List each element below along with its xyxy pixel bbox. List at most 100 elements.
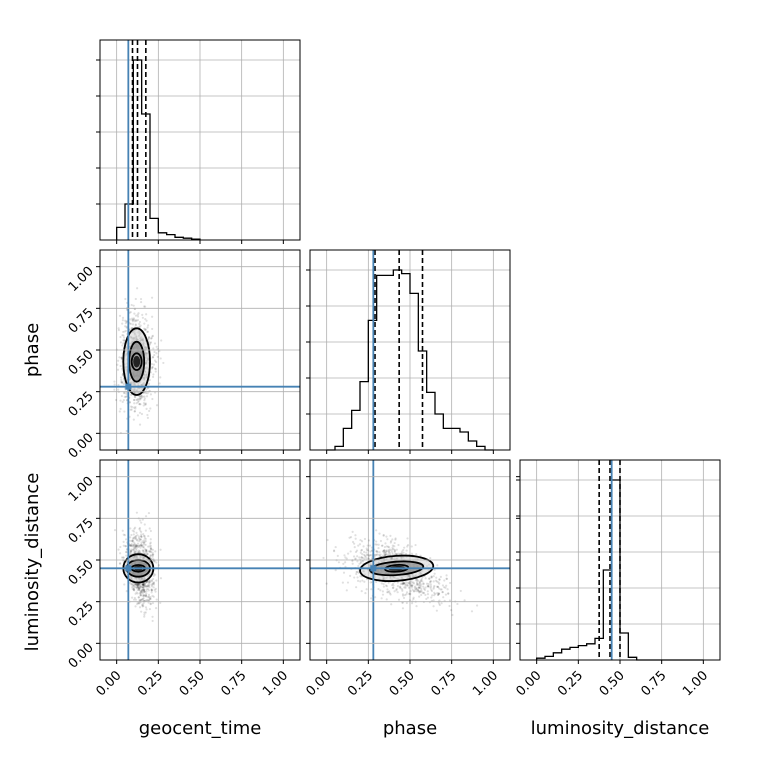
- sample-point: [146, 598, 149, 602]
- sample-point: [153, 588, 156, 591]
- sample-point: [136, 585, 140, 588]
- sample-point: [149, 547, 153, 550]
- sample-point: [141, 549, 144, 552]
- sample-point: [394, 538, 397, 541]
- sample-point: [113, 380, 116, 383]
- sample-point: [140, 412, 144, 416]
- sample-point: [139, 324, 142, 327]
- sample-point: [377, 546, 380, 550]
- sample-point: [132, 540, 135, 543]
- sample-point: [133, 545, 137, 548]
- sample-point: [148, 580, 151, 583]
- sample-point: [384, 554, 387, 557]
- sample-point: [120, 394, 123, 398]
- sample-point: [370, 588, 373, 591]
- sample-point: [394, 553, 398, 556]
- sample-point: [133, 550, 136, 553]
- sample-point: [435, 576, 438, 579]
- sample-point: [363, 553, 366, 557]
- sample-point: [418, 582, 421, 585]
- sample-point: [356, 555, 359, 558]
- sample-point: [116, 368, 120, 371]
- sample-point: [138, 320, 141, 324]
- sample-point: [432, 586, 436, 589]
- sample-point: [144, 594, 147, 597]
- sample-point: [136, 318, 140, 322]
- sample-point: [117, 383, 120, 387]
- sample-point: [136, 586, 139, 589]
- sample-point: [389, 541, 392, 544]
- sample-point: [142, 594, 146, 597]
- sample-point: [387, 545, 390, 548]
- sample-point: [443, 579, 446, 582]
- sample-point: [375, 529, 378, 532]
- sample-point: [441, 591, 444, 594]
- sample-point: [143, 399, 146, 402]
- sample-point: [130, 549, 133, 552]
- sample-point: [117, 359, 120, 362]
- sample-point: [124, 297, 127, 301]
- sample-point: [430, 589, 434, 593]
- sample-point: [412, 590, 415, 593]
- sample-point: [136, 583, 139, 586]
- sample-point: [137, 399, 140, 402]
- sample-point: [384, 542, 387, 545]
- sample-point: [445, 577, 449, 580]
- y-tick-label: 1.00: [66, 474, 97, 505]
- sample-point: [411, 588, 414, 591]
- sample-point: [325, 582, 328, 585]
- sample-point: [139, 300, 143, 304]
- sample-point: [125, 554, 128, 557]
- sample-point: [129, 544, 132, 547]
- sample-point: [383, 554, 386, 557]
- sample-point: [124, 322, 127, 325]
- sample-point: [146, 326, 149, 329]
- sample-point: [134, 405, 137, 409]
- sample-point: [413, 586, 416, 589]
- sample-point: [408, 599, 412, 602]
- sample-point: [120, 356, 123, 359]
- sample-point: [142, 546, 145, 549]
- sample-point: [134, 526, 137, 529]
- sample-point: [144, 606, 148, 609]
- sample-point: [142, 588, 146, 591]
- sample-point: [147, 589, 150, 592]
- sample-point: [113, 529, 117, 532]
- sample-point: [132, 548, 135, 551]
- sample-point: [130, 539, 134, 542]
- sample-point: [149, 541, 152, 544]
- sample-point: [446, 588, 449, 591]
- sample-point: [418, 590, 421, 593]
- sample-point: [133, 406, 136, 409]
- sample-point: [382, 550, 385, 553]
- sample-point: [374, 543, 377, 546]
- sample-point: [438, 582, 441, 585]
- sample-point: [376, 550, 379, 553]
- sample-point: [155, 579, 158, 582]
- sample-point: [399, 587, 402, 590]
- density-core: [133, 355, 141, 368]
- sample-point: [153, 350, 156, 354]
- sample-point: [135, 538, 138, 541]
- sample-point: [359, 538, 362, 542]
- sample-point: [144, 599, 148, 602]
- sample-point: [415, 580, 418, 583]
- sample-point: [121, 381, 124, 384]
- sample-point: [414, 543, 417, 547]
- y-tick-label: 0.50: [66, 557, 97, 588]
- sample-point: [133, 409, 136, 413]
- sample-point: [418, 584, 422, 587]
- sample-point: [399, 582, 403, 586]
- sample-point: [140, 586, 144, 589]
- sample-point: [130, 317, 134, 320]
- sample-point: [152, 574, 155, 577]
- sample-point: [133, 546, 136, 549]
- sample-point: [344, 565, 347, 568]
- sample-point: [151, 335, 154, 338]
- sample-point: [152, 373, 155, 376]
- sample-point: [139, 403, 142, 406]
- sample-point: [401, 583, 404, 586]
- x-tick-label: 0.00: [513, 668, 544, 699]
- sample-point: [150, 337, 153, 340]
- sample-point: [133, 320, 137, 323]
